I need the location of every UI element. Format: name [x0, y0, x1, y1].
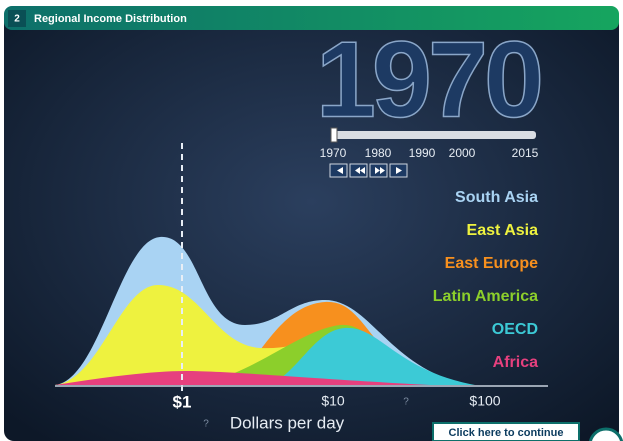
header-title: Regional Income Distribution [34, 13, 187, 25]
legend-label: OECD [492, 321, 538, 338]
distribution [55, 236, 475, 385]
legend-label: East Asia [467, 222, 539, 239]
area-oecd [270, 327, 475, 385]
legend-label: Africa [493, 354, 538, 371]
header-badge [8, 10, 26, 27]
area-africa [55, 371, 430, 385]
year-display: 1970 [316, 19, 540, 140]
x-tick-label: $100 [469, 393, 500, 409]
legend-label: South Asia [455, 189, 538, 206]
x-tick-label: $1 [173, 392, 192, 411]
legend-label: East Europe [445, 255, 538, 272]
continue-button[interactable] [432, 422, 580, 441]
continue-button-label: Click here to continue [449, 427, 564, 439]
help-icon[interactable]: ? [203, 419, 209, 430]
timeline-track[interactable] [332, 131, 536, 139]
timeline-label: 2000 [449, 146, 476, 160]
x-tick-label: $10 [321, 393, 345, 409]
timeline-label: 1990 [409, 146, 436, 160]
header-number: 2 [14, 14, 20, 25]
header-bar [4, 6, 619, 30]
timeline-handle[interactable] [330, 127, 338, 143]
timeline-label: 1980 [365, 146, 392, 160]
help-icon[interactable]: ? [403, 397, 409, 408]
timeline-labels: 1970 1980 1990 2000 2015 [320, 146, 539, 160]
timeline-label: 2015 [512, 146, 539, 160]
timeline-label: 1970 [320, 146, 347, 160]
x-axis-label: Dollars per day [230, 413, 345, 432]
playback-controls [329, 163, 408, 178]
legend-label: Latin America [433, 288, 538, 305]
next-icon[interactable] [588, 427, 623, 441]
legend: South Asia East Asia East Europe Latin Amer… [433, 189, 538, 371]
